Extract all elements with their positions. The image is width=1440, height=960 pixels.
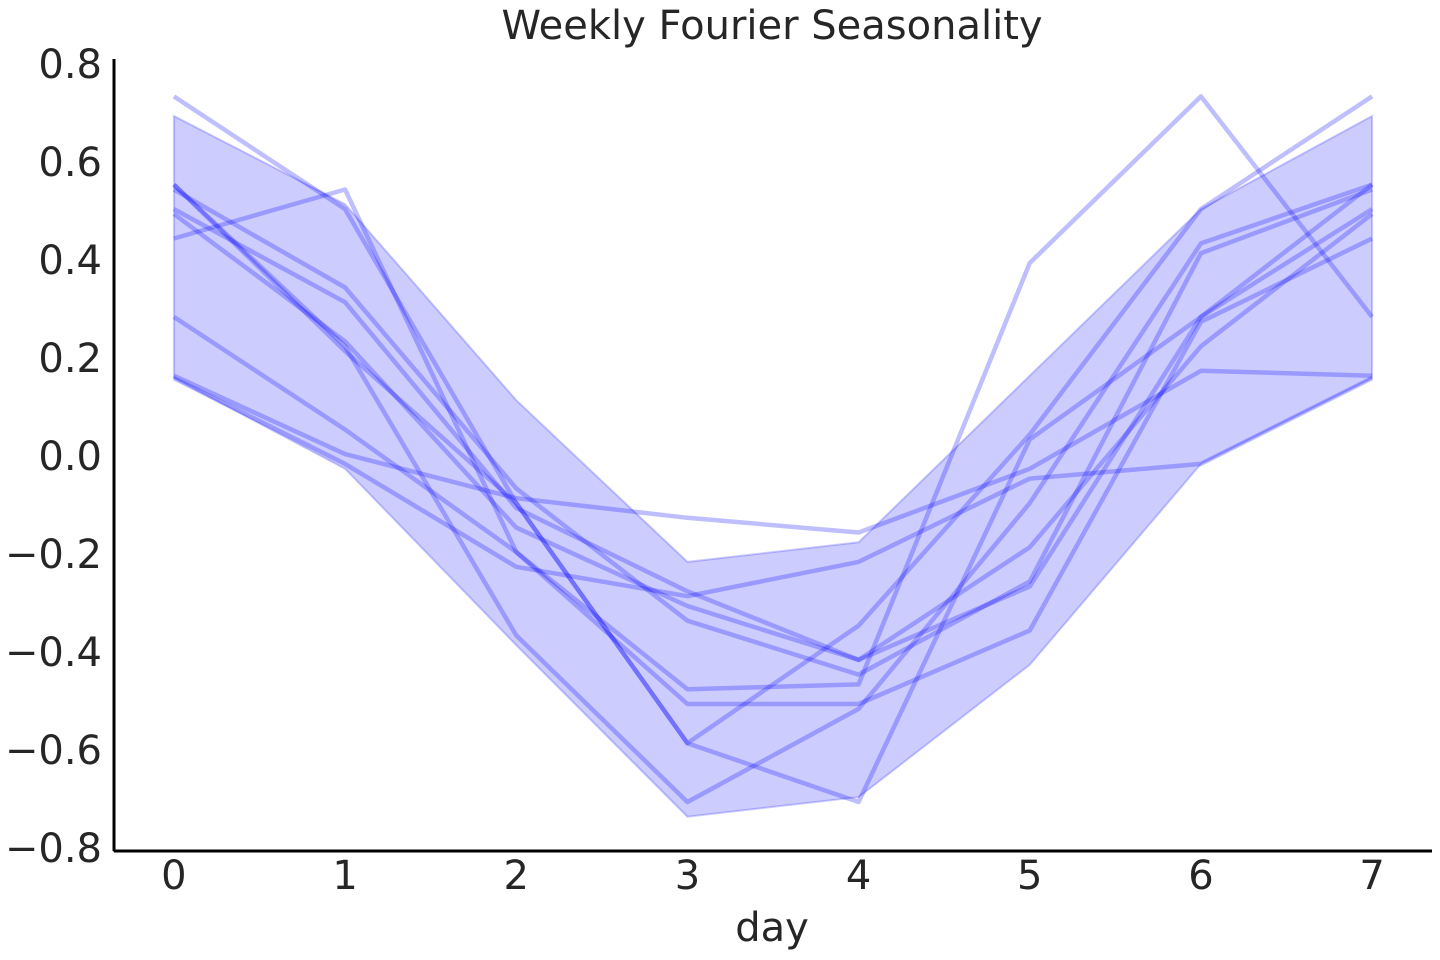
series-line [172,182,1374,805]
x-tick-label: 3 [675,853,700,899]
y-tick-label: 0.0 [38,434,102,480]
y-tick-label: 0.6 [38,140,102,186]
series-line [172,182,1373,805]
x-axis-label: day [735,905,809,951]
series-line [172,94,1374,692]
band [172,114,1374,818]
chart-title: Weekly Fourier Seasonality [501,3,1042,49]
y-tick-label: 0.8 [38,42,102,88]
series-line [173,187,1374,707]
y-tick-label: −0.2 [5,532,102,578]
series-line [172,212,1374,663]
y-tick-label: −0.8 [5,826,102,872]
series-line [172,94,1374,746]
x-tick-label: 6 [1188,853,1213,899]
y-tick-label: −0.6 [5,728,102,774]
x-tick-label: 7 [1359,853,1384,899]
series-line [172,368,1373,535]
series-line [172,376,1374,599]
y-tick-label: 0.4 [38,238,102,284]
x-tick-label: 0 [161,853,186,899]
x-tick-label: 4 [846,853,871,899]
x-tick-label: 1 [332,853,357,899]
x-tick-label: 2 [504,853,529,899]
y-tick-label: −0.4 [5,630,102,676]
y-tick-label: 0.2 [38,336,102,382]
series-line [172,187,1373,677]
series-line [172,207,1374,663]
x-tick-label: 5 [1017,853,1042,899]
